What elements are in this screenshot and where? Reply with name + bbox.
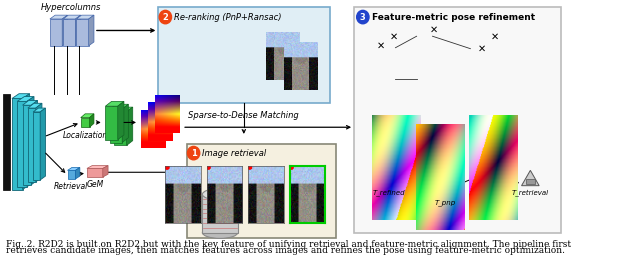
Text: T_retrieval: T_retrieval <box>512 189 549 196</box>
Polygon shape <box>36 103 42 182</box>
Polygon shape <box>90 114 94 127</box>
Polygon shape <box>522 170 539 186</box>
Polygon shape <box>110 109 122 143</box>
FancyBboxPatch shape <box>186 144 337 238</box>
Circle shape <box>188 146 200 160</box>
Ellipse shape <box>202 227 237 238</box>
Text: Re-ranking (PnP+Ransac): Re-ranking (PnP+Ransac) <box>174 13 282 22</box>
Polygon shape <box>526 179 535 184</box>
Text: Localization: Localization <box>63 131 108 140</box>
Polygon shape <box>62 15 67 46</box>
Polygon shape <box>87 166 108 168</box>
FancyBboxPatch shape <box>158 7 330 103</box>
Polygon shape <box>12 94 29 98</box>
Polygon shape <box>114 112 127 145</box>
Polygon shape <box>127 107 132 145</box>
Polygon shape <box>50 15 67 19</box>
Text: GeM: GeM <box>86 180 104 189</box>
Ellipse shape <box>202 189 237 200</box>
Polygon shape <box>118 101 124 140</box>
Polygon shape <box>76 15 94 19</box>
Polygon shape <box>110 104 129 109</box>
Polygon shape <box>67 170 76 179</box>
Polygon shape <box>63 19 76 46</box>
Polygon shape <box>22 105 31 185</box>
Text: Feature-metric pose refinement: Feature-metric pose refinement <box>372 13 535 22</box>
Polygon shape <box>114 107 132 112</box>
Text: 2: 2 <box>163 13 168 22</box>
Text: 1: 1 <box>191 149 196 158</box>
Polygon shape <box>27 97 34 187</box>
Polygon shape <box>87 168 103 177</box>
FancyBboxPatch shape <box>354 7 561 233</box>
Polygon shape <box>122 104 129 143</box>
Polygon shape <box>76 168 80 179</box>
Text: Retrieval: Retrieval <box>54 182 88 191</box>
Polygon shape <box>89 15 94 46</box>
Polygon shape <box>103 166 108 177</box>
Polygon shape <box>31 100 38 185</box>
Text: ✕: ✕ <box>429 24 437 34</box>
Polygon shape <box>50 19 62 46</box>
Polygon shape <box>33 108 45 112</box>
Text: Image retrieval: Image retrieval <box>202 149 267 158</box>
Polygon shape <box>76 19 89 46</box>
Polygon shape <box>81 114 94 118</box>
Polygon shape <box>63 15 81 19</box>
Text: Fig. 2. R2D2 is built on R2D2 but with the key feature of unifying retrieval and: Fig. 2. R2D2 is built on R2D2 but with t… <box>6 240 571 249</box>
Polygon shape <box>17 101 27 187</box>
Polygon shape <box>12 98 22 189</box>
Text: ✕: ✕ <box>478 44 486 54</box>
Text: Hypercolumns: Hypercolumns <box>41 3 101 12</box>
Polygon shape <box>76 15 81 46</box>
Bar <box>202 194 237 233</box>
Text: T_refined: T_refined <box>373 189 406 196</box>
Circle shape <box>356 10 369 24</box>
Polygon shape <box>22 94 29 189</box>
Polygon shape <box>22 100 38 105</box>
Polygon shape <box>106 106 118 140</box>
Polygon shape <box>106 101 124 106</box>
Polygon shape <box>67 168 80 170</box>
Text: Sparse-to-Dense Matching: Sparse-to-Dense Matching <box>188 111 300 120</box>
Polygon shape <box>28 103 42 108</box>
Polygon shape <box>33 112 40 180</box>
Polygon shape <box>385 179 394 184</box>
Text: ✕: ✕ <box>390 31 398 41</box>
Polygon shape <box>81 118 90 127</box>
Text: retrieves candidate images, then matches features across images and refines the : retrieves candidate images, then matches… <box>6 246 564 255</box>
Polygon shape <box>28 108 36 182</box>
Text: 3: 3 <box>360 13 365 22</box>
Polygon shape <box>3 94 10 189</box>
Text: Re-ranking: Re-ranking <box>474 190 508 196</box>
Circle shape <box>159 10 172 24</box>
Polygon shape <box>40 108 45 180</box>
Text: ✕: ✕ <box>491 31 499 41</box>
Text: T_pnp: T_pnp <box>434 199 456 206</box>
Polygon shape <box>440 189 449 193</box>
Polygon shape <box>380 170 398 186</box>
Polygon shape <box>17 97 34 101</box>
Text: ✕: ✕ <box>376 41 385 51</box>
Polygon shape <box>436 180 454 195</box>
